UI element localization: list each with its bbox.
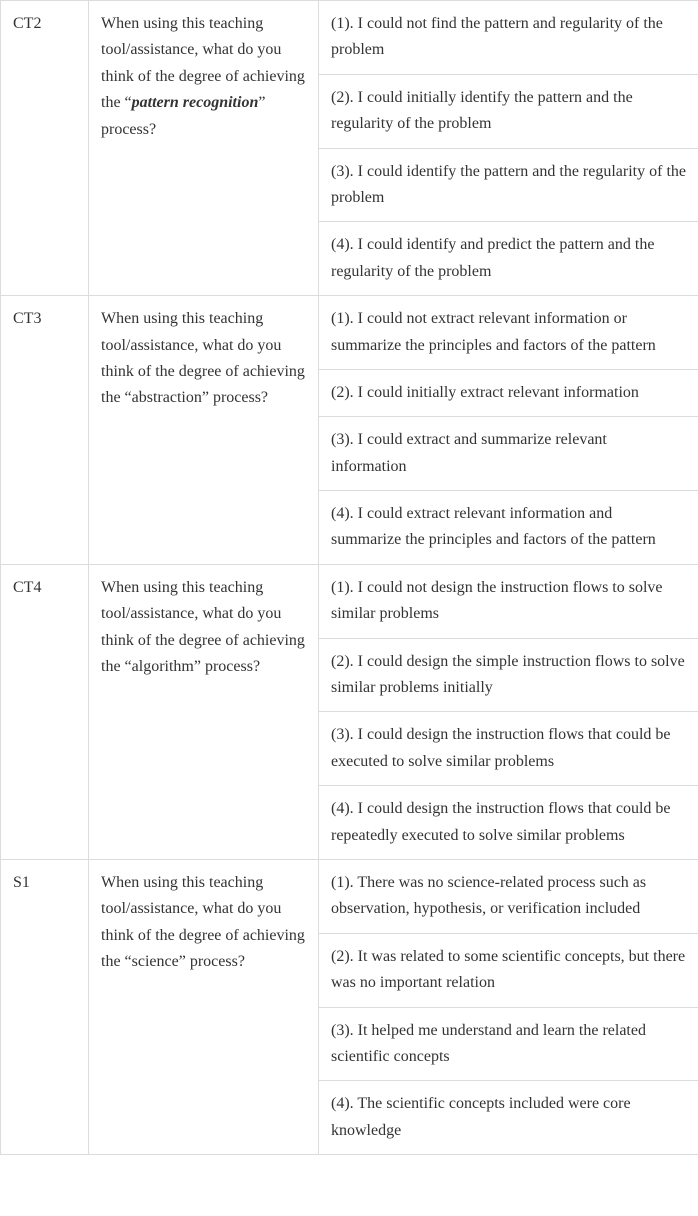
code-text: S1 [13, 874, 30, 891]
question-cell: When using this teaching tool/assistance… [89, 296, 319, 565]
answer-text: (2). I could initially extract relevant … [331, 384, 639, 401]
answer-text: (1). I could not extract relevant inform… [331, 310, 656, 353]
answer-cell: (1). I could not design the instruction … [319, 564, 698, 638]
code-text: CT4 [13, 579, 41, 596]
answer-cell: (3). I could identify the pattern and th… [319, 148, 698, 222]
code-cell: CT3 [1, 296, 89, 565]
answer-text: (1). There was no science-related proces… [331, 874, 646, 917]
answer-cell: (4). I could identify and predict the pa… [319, 222, 698, 296]
rubric-tbody: CT2 When using this teaching tool/assista… [1, 1, 698, 1155]
rubric-table: CT2 When using this teaching tool/assista… [0, 0, 698, 1155]
answer-text: (3). It helped me understand and learn t… [331, 1022, 646, 1065]
table-row: CT4When using this teaching tool/assista… [1, 564, 698, 638]
answer-cell: (1). There was no science-related proces… [319, 859, 698, 933]
question-text: When using this teaching tool/assistance… [101, 874, 305, 970]
answer-cell: (4). I could extract relevant informatio… [319, 491, 698, 565]
question-text: When using this teaching tool/assistance… [101, 579, 305, 675]
answer-text: (4). I could extract relevant informatio… [331, 505, 656, 548]
code-cell: CT2 [1, 1, 89, 296]
answer-cell: (4). I could design the instruction flow… [319, 786, 698, 860]
table-row: CT2When using this teaching tool/assista… [1, 1, 698, 75]
answer-cell: (1). I could not find the pattern and re… [319, 1, 698, 75]
table-row: S1When using this teaching tool/assistan… [1, 859, 698, 933]
answer-text: (3). I could design the instruction flow… [331, 726, 670, 769]
question-cell: When using this teaching tool/assistance… [89, 859, 319, 1154]
code-text: CT3 [13, 310, 41, 327]
answer-cell: (4). The scientific concepts included we… [319, 1081, 698, 1155]
answer-text: (4). I could design the instruction flow… [331, 800, 670, 843]
answer-text: (1). I could not design the instruction … [331, 579, 663, 622]
code-cell: S1 [1, 859, 89, 1154]
answer-text: (1). I could not find the pattern and re… [331, 15, 663, 58]
code-text: CT2 [13, 15, 41, 32]
answer-text: (2). I could design the simple instructi… [331, 653, 685, 696]
answer-text: (4). I could identify and predict the pa… [331, 236, 654, 279]
answer-cell: (3). I could design the instruction flow… [319, 712, 698, 786]
answer-cell: (2). I could design the simple instructi… [319, 638, 698, 712]
answer-cell: (1). I could not extract relevant inform… [319, 296, 698, 370]
question-text: When using this teaching tool/assistance… [101, 310, 305, 406]
table-row: CT3When using this teaching tool/assista… [1, 296, 698, 370]
answer-text: (3). I could identify the pattern and th… [331, 163, 686, 206]
question-text-emph: pattern recognition [132, 94, 259, 111]
answer-cell: (3). It helped me understand and learn t… [319, 1007, 698, 1081]
answer-cell: (3). I could extract and summarize relev… [319, 417, 698, 491]
answer-text: (2). I could initially identify the patt… [331, 89, 633, 132]
question-cell: When using this teaching tool/assistance… [89, 1, 319, 296]
answer-cell: (2). I could initially identify the patt… [319, 74, 698, 148]
answer-text: (2). It was related to some scientific c… [331, 948, 685, 991]
answer-text: (4). The scientific concepts included we… [331, 1095, 631, 1138]
code-cell: CT4 [1, 564, 89, 859]
answer-cell: (2). I could initially extract relevant … [319, 369, 698, 416]
question-cell: When using this teaching tool/assistance… [89, 564, 319, 859]
answer-cell: (2). It was related to some scientific c… [319, 933, 698, 1007]
answer-text: (3). I could extract and summarize relev… [331, 431, 607, 474]
